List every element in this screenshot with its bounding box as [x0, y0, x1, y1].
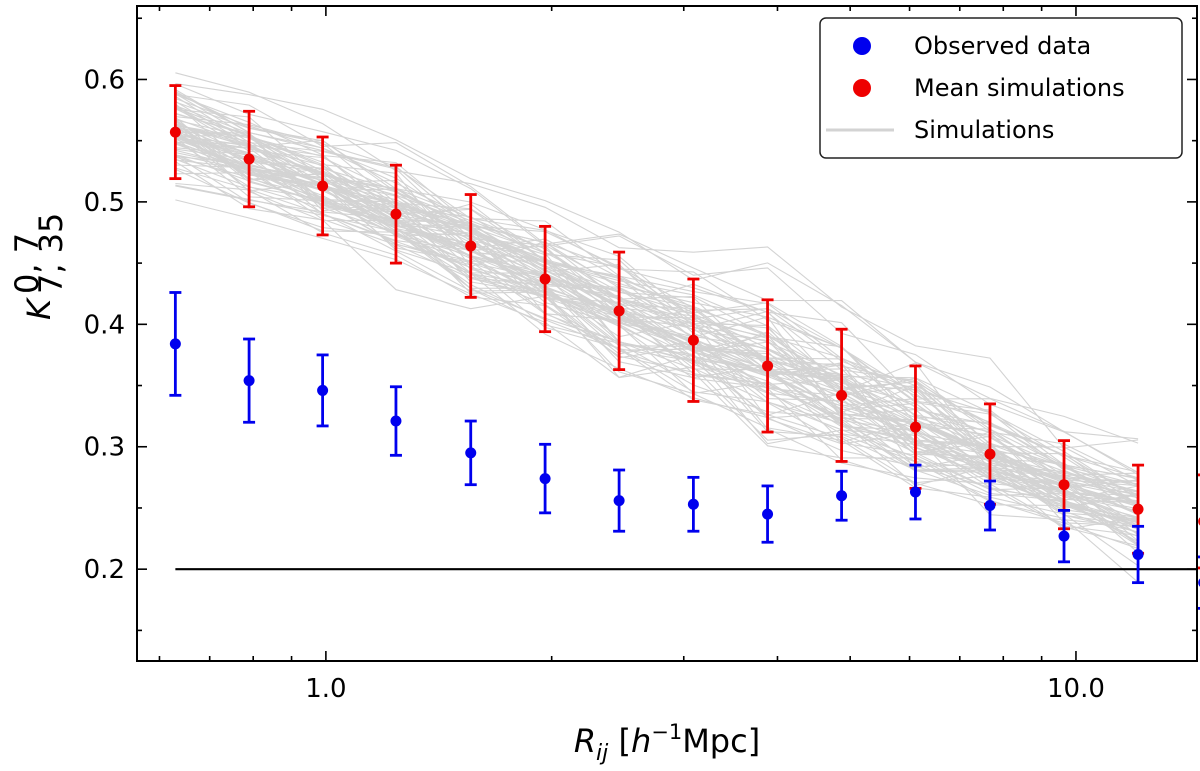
simulation-line	[175, 131, 1139, 517]
observed-point	[169, 338, 181, 350]
mean-simulations-point	[984, 448, 996, 460]
observed-point	[539, 473, 551, 485]
observed-point	[613, 495, 625, 507]
x-tick-label: 1.0	[305, 674, 346, 704]
mean-simulations-point	[317, 180, 329, 192]
observed-point	[762, 508, 774, 520]
simulation-line	[175, 156, 1139, 546]
legend-marker-observed	[853, 37, 871, 55]
legend-label-mean: Mean simulations	[914, 74, 1125, 102]
plot-frame	[136, 5, 1198, 662]
simulation-line	[175, 149, 1139, 499]
simulation-line	[175, 106, 1139, 504]
simulation-line	[175, 131, 1139, 492]
y-tick-label: 0.6	[84, 65, 125, 95]
simulation-line	[175, 101, 1139, 496]
simulation-line	[175, 152, 1139, 521]
mean-simulations-point	[465, 240, 477, 252]
simulation-line	[175, 93, 1139, 507]
simulation-line	[175, 143, 1139, 543]
y-axis-label: K 0, 7 7, 35	[8, 213, 70, 320]
y-tick-label: 0.2	[84, 555, 125, 585]
mean-simulations-point	[613, 305, 625, 317]
observed-point	[1132, 548, 1144, 560]
simulation-line	[175, 154, 1139, 523]
legend: Observed data Mean simulations Simulatio…	[819, 17, 1183, 159]
mean-simulations-point	[243, 153, 255, 165]
observed-point	[243, 375, 255, 387]
simulation-line	[175, 92, 1139, 476]
mean-simulations-point	[1058, 479, 1070, 491]
observed-point	[317, 384, 329, 396]
simulation-line	[175, 107, 1139, 504]
observed-point	[687, 498, 699, 510]
y-tick-label: 0.3	[84, 433, 125, 463]
simulation-line	[175, 120, 1139, 508]
mean-simulations-point	[169, 126, 181, 138]
observed-point	[1058, 530, 1070, 542]
observed-point	[390, 415, 402, 427]
simulation-line	[175, 116, 1139, 479]
observed-point	[836, 490, 848, 502]
mean-simulations-point	[687, 334, 699, 346]
mean-simulations-point	[390, 208, 402, 220]
svg-text:K: K	[20, 296, 58, 320]
observed-point	[909, 486, 921, 498]
simulation-line	[175, 93, 1139, 440]
svg-text:7, 35: 7, 35	[32, 213, 70, 294]
simulation-line	[175, 125, 1139, 512]
simulation-line	[175, 105, 1139, 487]
mean-simulations-point	[836, 389, 848, 401]
simulation-line	[175, 129, 1139, 546]
mean-simulations-point	[1132, 503, 1144, 515]
x-axis-ticks: 1.0 10.0	[158, 6, 1105, 704]
simulation-line	[175, 184, 1139, 547]
y-tick-label: 0.5	[84, 188, 125, 218]
simulation-line	[175, 199, 1139, 583]
simulation-line	[175, 83, 1139, 473]
svg-text:0, 7: 0, 7	[8, 233, 46, 294]
simulation-line	[175, 72, 1139, 449]
simulation-line	[175, 140, 1139, 533]
simulation-line	[175, 108, 1139, 487]
simulation-lines	[175, 72, 1139, 583]
observed-point	[465, 447, 477, 459]
x-tick-label: 10.0	[1047, 674, 1105, 704]
y-axis-ticks: 0.2 0.3 0.4 0.5 0.6	[84, 17, 1197, 632]
mean-simulations-point	[539, 273, 551, 285]
y-tick-label: 0.4	[84, 310, 125, 340]
legend-box	[819, 17, 1183, 159]
legend-label-simulations: Simulations	[914, 116, 1054, 144]
simulation-line	[175, 100, 1139, 507]
mean-simulations-point	[762, 360, 774, 372]
legend-label-observed: Observed data	[914, 32, 1091, 60]
observed-point	[984, 500, 996, 512]
legend-marker-mean	[853, 79, 871, 97]
x-axis-label: Rij [h−1Mpc]	[574, 720, 760, 766]
simulation-line	[175, 141, 1139, 510]
mean-simulations-point	[909, 421, 921, 433]
